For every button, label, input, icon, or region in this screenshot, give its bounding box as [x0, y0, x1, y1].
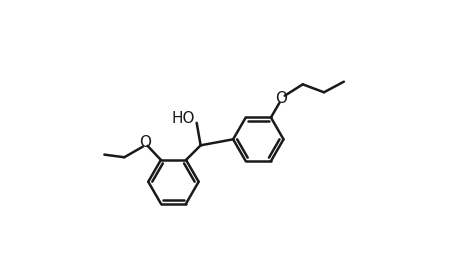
- Text: O: O: [275, 91, 288, 106]
- Text: HO: HO: [172, 111, 195, 126]
- Text: O: O: [140, 135, 151, 150]
